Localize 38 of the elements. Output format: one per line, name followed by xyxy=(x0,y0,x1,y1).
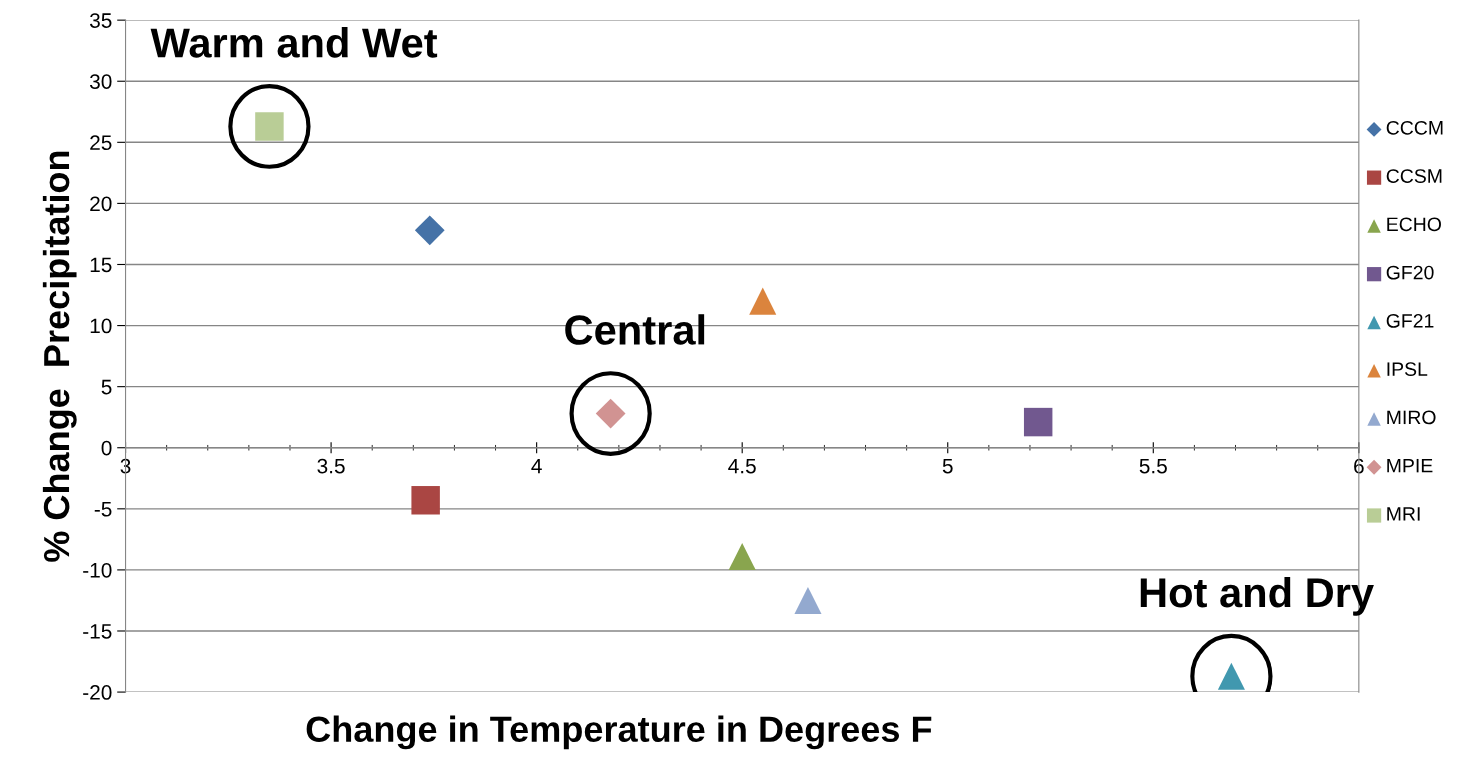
y-tick-label: -20 xyxy=(83,685,112,700)
point xyxy=(1023,407,1053,437)
legend-label: ECHO xyxy=(1387,217,1441,232)
y-tick-label: 20 xyxy=(90,196,112,212)
y-tick-label: 10 xyxy=(90,318,112,334)
legend-label: GF21 xyxy=(1386,313,1434,328)
y-tick-label: -5 xyxy=(94,502,112,517)
y-tick-label: 35 xyxy=(89,13,112,28)
annotation: Central xyxy=(565,314,705,345)
y-tick-label: -15 xyxy=(83,624,112,639)
legend-label: IPSL xyxy=(1387,362,1428,376)
y-tick-label: -10 xyxy=(83,562,112,578)
y-tick-label: 0 xyxy=(101,440,112,456)
legend-label: MRI xyxy=(1387,507,1420,521)
y-tick-label: 15 xyxy=(90,257,112,273)
x-tick-label: 6 xyxy=(1354,458,1364,474)
y-tick-label: 5 xyxy=(101,379,112,395)
y-tick-label: 25 xyxy=(90,135,112,151)
y-tick-label: 30 xyxy=(89,74,112,89)
annotation: Hot and Dry xyxy=(1140,576,1374,616)
point xyxy=(411,486,440,515)
legend-label: CCSM xyxy=(1386,169,1442,183)
x-tick-label: 4 xyxy=(531,458,542,474)
x-tick-label: 3.5 xyxy=(317,458,345,474)
legend-label: CCCM xyxy=(1386,120,1443,135)
x-tick-label: 5 xyxy=(942,458,953,474)
point xyxy=(728,542,756,571)
y-axis-title: % Change Precipitation xyxy=(42,151,77,562)
annotation: Warm and Wet xyxy=(150,27,438,58)
x-axis-title: Change in Temperature in Degrees F xyxy=(306,715,932,750)
point xyxy=(749,287,777,315)
x-tick-label: 5.5 xyxy=(1139,458,1167,474)
point xyxy=(794,586,822,614)
point xyxy=(414,215,445,246)
legend-label: MPIE xyxy=(1387,458,1433,473)
legend-label: GF20 xyxy=(1386,265,1434,280)
x-tick-label: 4.5 xyxy=(728,458,756,474)
legend-label: MIRO xyxy=(1387,410,1436,425)
